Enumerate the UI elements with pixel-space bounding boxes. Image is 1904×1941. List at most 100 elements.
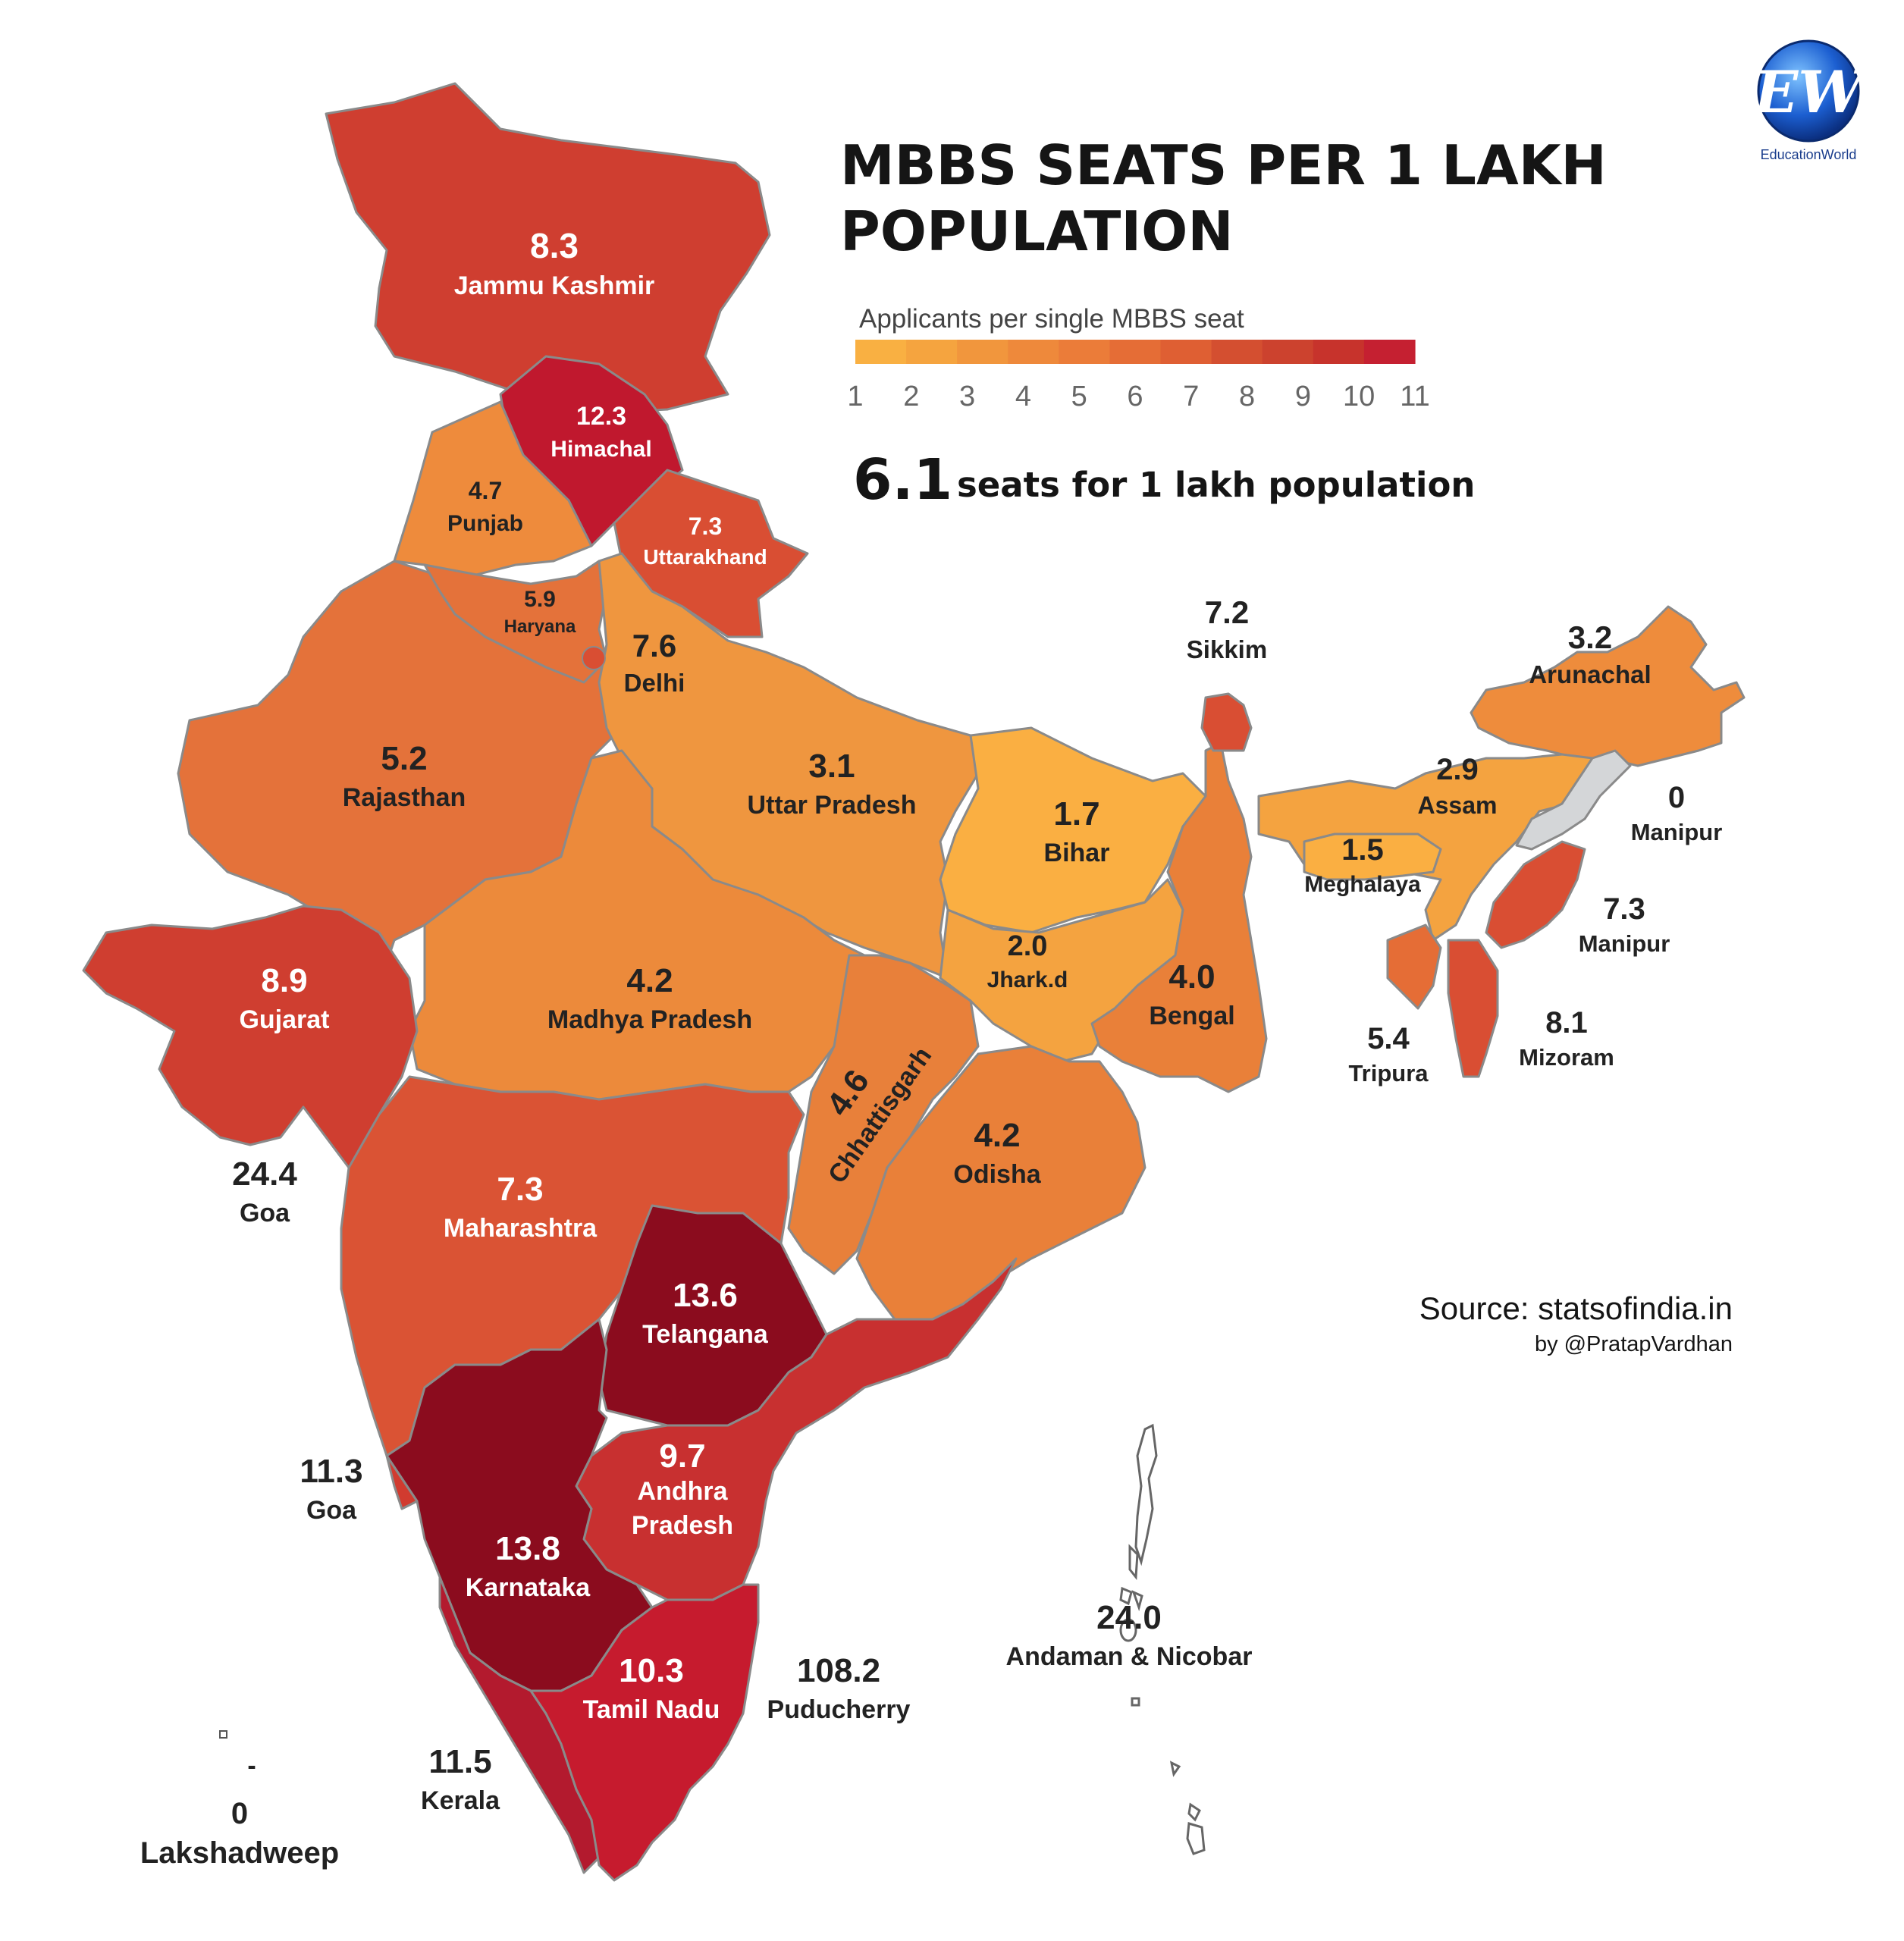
legend-swatch — [906, 340, 958, 364]
state-label-mh: 7.3 Maharashtra — [444, 1171, 598, 1243]
legend-tick-label: 5 — [1071, 381, 1087, 412]
legend-tick-label: 1 — [847, 381, 863, 412]
legend-swatch — [1008, 340, 1059, 364]
region-tamil-nadu — [529, 1583, 760, 1882]
logo-mark: EW — [1752, 58, 1868, 126]
legend-swatch — [957, 340, 1008, 364]
state-value: 2.9 — [1436, 753, 1479, 786]
legend-swatch — [1160, 340, 1212, 364]
lakshadweep-island — [219, 1730, 227, 1739]
state-value: 12.3 — [576, 402, 626, 431]
state-label-sk: 7.2 Sikkim — [1187, 594, 1267, 663]
state-value: 7.2 — [1205, 594, 1249, 630]
state-value: 2.0 — [1008, 930, 1048, 962]
legend-swatch — [1313, 340, 1365, 364]
state-name: Goa — [306, 1496, 357, 1525]
state-value: 5.4 — [1367, 1022, 1410, 1055]
state-label-ld: - 0 Lakshadweep — [140, 1751, 339, 1870]
legend-tick-label: 11 — [1400, 381, 1429, 412]
region-goa — [385, 1454, 419, 1510]
state-name: Manipur — [1631, 819, 1723, 845]
national-value: 6.1 — [853, 447, 952, 513]
source-credit: by @PratapVardhan — [1535, 1332, 1733, 1356]
state-name: Tamil Nadu — [583, 1695, 720, 1724]
state-label-tn: 10.3 Tamil Nadu — [583, 1652, 720, 1724]
state-label-jk: 8.3 Jammu Kashmir — [454, 226, 655, 300]
state-value: 0 — [1668, 781, 1685, 814]
state-label-mz: 8.1 Mizoram — [1519, 1006, 1614, 1071]
state-value: 3.1 — [808, 748, 855, 785]
logo-caption: EducationWorld — [1761, 147, 1857, 162]
state-value: 8.3 — [530, 226, 579, 265]
legend-ticks: 1 2 3 4 5 6 7 8 9 10 11 — [847, 381, 1429, 412]
source-line: Source: statsofindia.in — [1419, 1290, 1733, 1326]
state-label-mn: 7.3 Manipur — [1579, 892, 1670, 957]
state-value: 7.3 — [497, 1171, 543, 1208]
state-name: Assam — [1418, 792, 1498, 819]
state-value: 11.3 — [300, 1453, 362, 1490]
state-label-dl: 7.6 Delhi — [624, 628, 685, 697]
state-label-hp: 12.3 Himachal — [550, 402, 651, 462]
state-name: Uttarakhand — [643, 545, 767, 569]
state-label-gj: 8.9 Gujarat — [239, 962, 329, 1034]
legend-tick-label: 6 — [1127, 381, 1143, 412]
state-value: 24.0 — [1096, 1599, 1162, 1636]
region-tripura — [1386, 923, 1442, 1010]
state-label-ka: 13.8 Karnataka — [466, 1530, 591, 1602]
state-name: Meghalaya — [1304, 872, 1421, 897]
region-west-bengal — [1090, 742, 1268, 1093]
state-value: 7.3 — [1603, 892, 1645, 926]
state-name: Gujarat — [239, 1005, 329, 1034]
state-value: 8.9 — [261, 962, 307, 999]
region-punjab — [393, 400, 593, 578]
state-label-dd: 24.4 Goa — [232, 1156, 297, 1228]
state-name: Maharashtra — [444, 1214, 598, 1243]
state-value: 24.4 — [232, 1156, 297, 1193]
state-value: 1.5 — [1341, 833, 1384, 867]
state-value: 11.5 — [428, 1743, 491, 1780]
state-name: Andaman & Nicobar — [1006, 1642, 1253, 1671]
state-value: 3.2 — [1568, 619, 1612, 655]
national-text: seats for 1 lakh population — [957, 465, 1475, 505]
state-value: 9.7 — [659, 1438, 705, 1475]
state-name: Madhya Pradesh — [547, 1005, 752, 1034]
legend-swatch — [1109, 340, 1162, 364]
state-value: 7.6 — [632, 628, 676, 663]
state-value: 5.2 — [381, 740, 427, 777]
legend-color-bar — [855, 340, 1416, 364]
state-name: Punjab — [447, 511, 523, 536]
state-name: Karnataka — [466, 1573, 591, 1602]
legend-tick-label: 8 — [1239, 381, 1255, 412]
andaman-nicobar-islands — [1119, 1423, 1206, 1855]
legend-swatch — [1211, 340, 1263, 364]
state-label-ar: 3.2 Arunachal — [1529, 619, 1651, 688]
legend-tick-label: 7 — [1183, 381, 1199, 412]
state-value: 5.9 — [524, 587, 556, 612]
national-figure: 6.1 seats for 1 lakh population — [853, 447, 1475, 513]
state-label-py: 108.2 Puducherry — [767, 1652, 911, 1724]
state-name: Delhi — [624, 669, 685, 697]
region-sikkim — [1200, 692, 1253, 752]
state-label-up: 3.1 Uttar Pradesh — [748, 748, 917, 820]
state-name: Odisha — [953, 1160, 1041, 1189]
state-label-hr: 5.9 Haryana — [504, 587, 576, 637]
state-value: 13.8 — [495, 1530, 560, 1567]
state-value: 7.3 — [689, 513, 722, 540]
state-name: Jammu Kashmir — [454, 271, 655, 300]
legend-tick-label: 4 — [1015, 381, 1031, 412]
state-dash: - — [247, 1751, 256, 1780]
state-value: 4.2 — [974, 1117, 1020, 1154]
state-name: Arunachal — [1529, 660, 1651, 688]
logo-globe-icon — [1757, 39, 1860, 143]
state-name: Manipur — [1579, 930, 1670, 957]
region-jammu-kashmir — [325, 82, 771, 415]
state-label-pb: 4.7 Punjab — [447, 477, 523, 536]
state-name: Himachal — [550, 437, 651, 462]
state-name: Tripura — [1348, 1060, 1429, 1087]
state-label-uk: 7.3 Uttarakhand — [643, 513, 767, 569]
region-mizoram — [1447, 939, 1499, 1078]
state-label-ml: 1.5 Meghalaya — [1304, 833, 1421, 897]
legend-swatch — [1262, 340, 1314, 364]
region-andhra-pradesh — [575, 1257, 1018, 1601]
